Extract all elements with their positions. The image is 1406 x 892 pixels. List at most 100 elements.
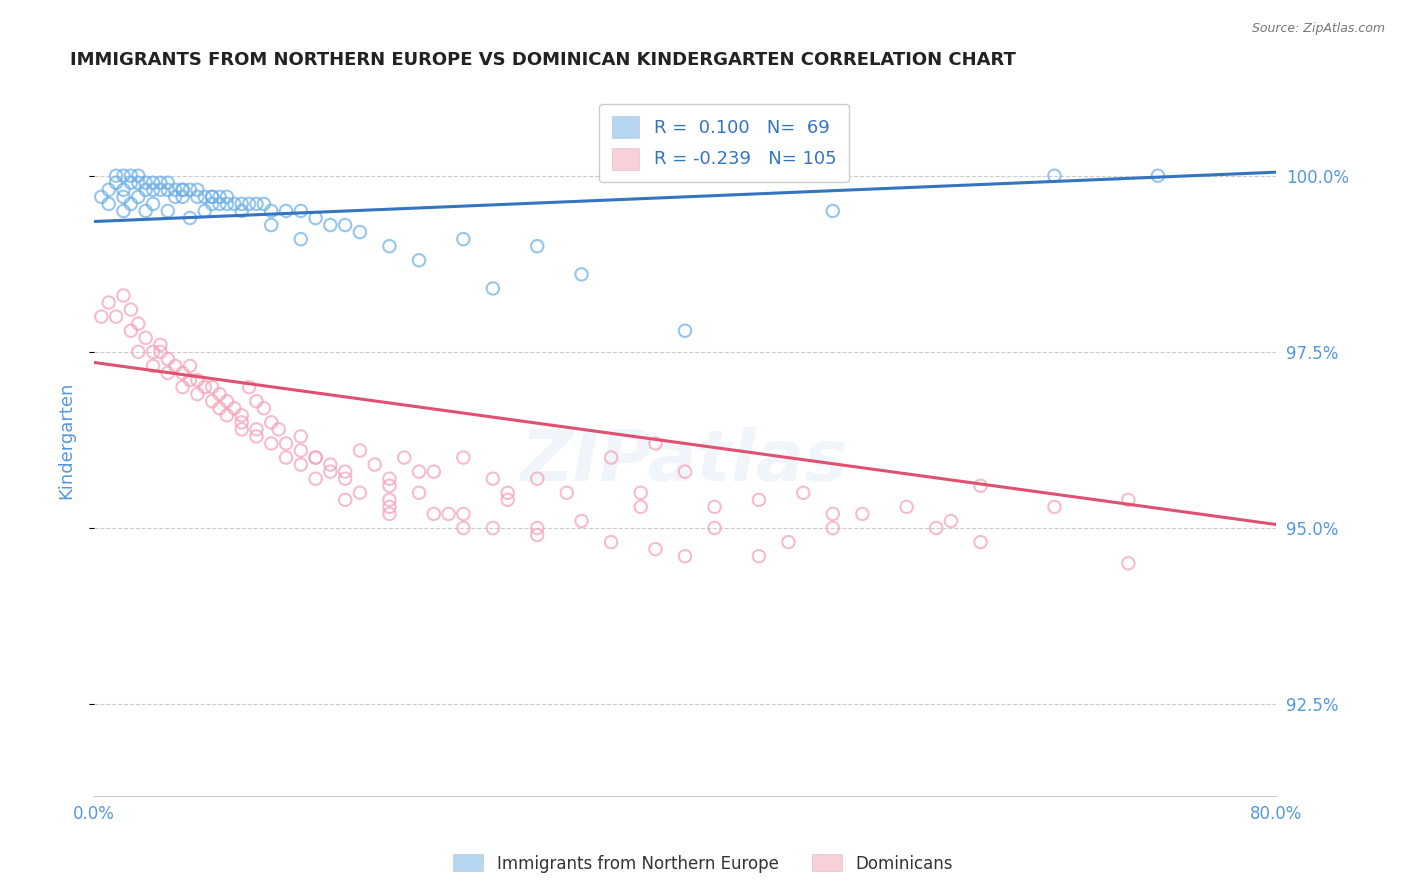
- Point: [208, 401, 231, 416]
- Point: [97, 295, 120, 310]
- Point: [224, 401, 246, 416]
- Point: [274, 436, 297, 450]
- Point: [112, 183, 135, 197]
- Point: [571, 514, 593, 528]
- Point: [644, 436, 666, 450]
- Point: [186, 373, 208, 387]
- Text: Source: ZipAtlas.com: Source: ZipAtlas.com: [1251, 22, 1385, 36]
- Point: [149, 176, 172, 190]
- Legend: R =  0.100   N=  69, R = -0.239   N= 105: R = 0.100 N= 69, R = -0.239 N= 105: [599, 103, 849, 182]
- Point: [423, 507, 446, 521]
- Point: [851, 507, 873, 521]
- Point: [245, 197, 267, 211]
- Point: [748, 492, 770, 507]
- Point: [127, 176, 149, 190]
- Point: [1147, 169, 1170, 183]
- Point: [319, 458, 342, 472]
- Point: [821, 507, 844, 521]
- Point: [156, 203, 179, 218]
- Point: [105, 310, 128, 324]
- Point: [135, 176, 157, 190]
- Point: [408, 485, 430, 500]
- Point: [274, 450, 297, 465]
- Point: [333, 465, 356, 479]
- Point: [703, 521, 725, 535]
- Point: [231, 415, 253, 429]
- Point: [156, 176, 179, 190]
- Point: [120, 176, 142, 190]
- Point: [142, 359, 165, 373]
- Point: [290, 458, 312, 472]
- Point: [135, 203, 157, 218]
- Point: [1043, 169, 1066, 183]
- Point: [135, 331, 157, 345]
- Point: [453, 521, 475, 535]
- Point: [437, 507, 460, 521]
- Point: [526, 528, 548, 542]
- Point: [127, 344, 149, 359]
- Point: [201, 380, 224, 394]
- Point: [165, 183, 187, 197]
- Point: [215, 190, 238, 204]
- Point: [97, 197, 120, 211]
- Point: [172, 380, 194, 394]
- Point: [156, 351, 179, 366]
- Point: [496, 492, 519, 507]
- Point: [969, 535, 991, 549]
- Point: [939, 514, 962, 528]
- Point: [260, 436, 283, 450]
- Point: [496, 485, 519, 500]
- Point: [1043, 500, 1066, 514]
- Point: [127, 190, 149, 204]
- Point: [644, 542, 666, 557]
- Point: [378, 472, 401, 486]
- Point: [600, 535, 623, 549]
- Point: [90, 310, 112, 324]
- Point: [482, 472, 505, 486]
- Point: [260, 218, 283, 232]
- Point: [142, 344, 165, 359]
- Point: [378, 500, 401, 514]
- Point: [208, 190, 231, 204]
- Point: [194, 190, 217, 204]
- Point: [673, 549, 696, 564]
- Point: [120, 302, 142, 317]
- Point: [319, 465, 342, 479]
- Point: [526, 472, 548, 486]
- Point: [215, 409, 238, 423]
- Point: [267, 422, 290, 436]
- Point: [363, 458, 385, 472]
- Point: [673, 465, 696, 479]
- Point: [630, 485, 652, 500]
- Point: [378, 492, 401, 507]
- Point: [215, 197, 238, 211]
- Point: [135, 183, 157, 197]
- Point: [778, 535, 800, 549]
- Point: [172, 183, 194, 197]
- Point: [1118, 492, 1140, 507]
- Point: [526, 521, 548, 535]
- Point: [555, 485, 578, 500]
- Point: [201, 190, 224, 204]
- Point: [408, 253, 430, 268]
- Point: [290, 443, 312, 458]
- Point: [105, 169, 128, 183]
- Point: [703, 500, 725, 514]
- Point: [179, 183, 201, 197]
- Point: [253, 401, 276, 416]
- Point: [112, 288, 135, 302]
- Point: [90, 190, 112, 204]
- Point: [165, 190, 187, 204]
- Point: [156, 183, 179, 197]
- Point: [142, 197, 165, 211]
- Point: [673, 324, 696, 338]
- Point: [238, 380, 260, 394]
- Point: [260, 203, 283, 218]
- Point: [149, 344, 172, 359]
- Y-axis label: Kindergarten: Kindergarten: [58, 381, 75, 499]
- Point: [142, 176, 165, 190]
- Point: [600, 450, 623, 465]
- Point: [194, 203, 217, 218]
- Text: IMMIGRANTS FROM NORTHERN EUROPE VS DOMINICAN KINDERGARTEN CORRELATION CHART: IMMIGRANTS FROM NORTHERN EUROPE VS DOMIN…: [70, 51, 1017, 69]
- Point: [378, 479, 401, 493]
